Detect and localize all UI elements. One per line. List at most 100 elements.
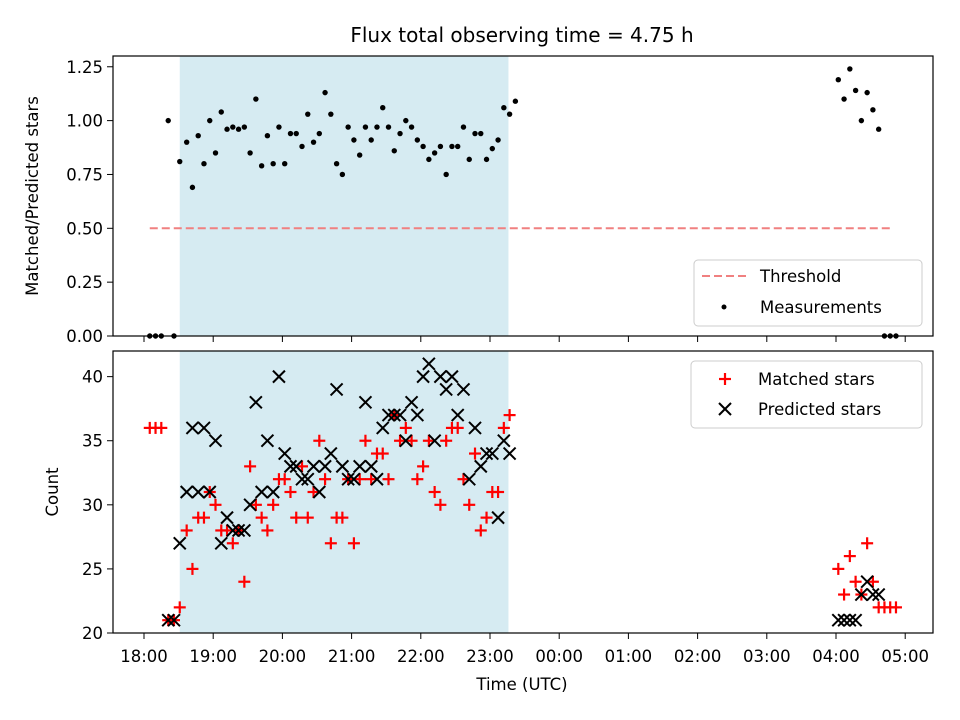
matched-star-point [399, 421, 412, 434]
matched-star-point [889, 601, 902, 614]
bottom-panel: 20 25 30 35 40 18:00 19:00 20:00 21:00 22:00 23:0… [43, 350, 934, 694]
bottom-x-tick-label: 02:00 [674, 647, 722, 666]
measurement-point [460, 124, 467, 130]
predicted-star-point [370, 472, 384, 486]
predicted-star-d2 [404, 395, 419, 409]
predicted-star-point [197, 421, 211, 435]
measurement-point [408, 124, 415, 130]
predicted-star-d2 [231, 523, 246, 538]
bottom-panel-shaded-span [179, 351, 509, 633]
predicted-star-point [260, 434, 275, 448]
measurement-point [165, 117, 171, 124]
bottom-x-tick-label: 03:00 [743, 647, 791, 666]
predicted-star-point [502, 446, 517, 461]
predicted-star-d2 [173, 536, 187, 550]
measurement-point [847, 66, 853, 72]
predicted-star-point [203, 485, 217, 499]
bottom-x-tick-label: 22:00 [397, 647, 445, 666]
measurement-point [333, 160, 340, 167]
matched-star-point [249, 498, 262, 511]
matched-star-point [359, 434, 372, 447]
matched-star-point [307, 486, 320, 498]
top-panel: 0.00 0.25 0.50 0.75 1.00 1.25 Matched/Predict… [23, 55, 934, 346]
matched-star-point [155, 421, 168, 434]
measurement-point [253, 96, 259, 102]
measurement-point [841, 96, 847, 102]
predicted-star-point [358, 395, 373, 409]
predicted-star-point [272, 369, 286, 384]
predicted-star-d2 [318, 459, 332, 474]
predicted-star-d2 [214, 536, 228, 550]
predicted-star-d2 [364, 459, 378, 474]
predicted-star-d2 [387, 408, 401, 422]
predicted-star-d2 [479, 446, 494, 461]
predicted-star-d2 [376, 421, 390, 435]
predicted-star-d2 [352, 459, 367, 474]
measurement-point [339, 171, 346, 178]
measurement-point [270, 160, 276, 167]
measurement-point [207, 117, 213, 124]
measurement-point [224, 126, 230, 132]
predicted-star-point [191, 485, 205, 499]
predicted-star-d2 [450, 408, 465, 422]
bottom-x-tick-label: 20:00 [259, 647, 307, 666]
matched-star-point [347, 537, 360, 550]
bottom-legend-frame [690, 360, 923, 429]
bottom-y-axis-label: Count [43, 467, 62, 517]
predicted-star-d2 [161, 613, 175, 627]
top-y-tick-label: 0.00 [66, 327, 103, 346]
bottom-legend: Matched stars Predicted stars [690, 360, 923, 429]
predicted-star-point [341, 472, 355, 486]
predicted-star-d2 [306, 459, 321, 474]
measurement-point [299, 143, 305, 150]
measurement-point [512, 98, 519, 104]
matched-star-point [843, 550, 856, 563]
matched-star-point [838, 588, 851, 601]
measurement-point [305, 111, 311, 117]
measurement-point [235, 126, 242, 132]
matched-star-point [319, 473, 332, 486]
predicted-star-d2 [422, 357, 436, 371]
top-panel-frame [112, 55, 934, 337]
bottom-y-axis-ticks: 20 25 30 35 40 [82, 368, 113, 643]
matched-star-point [405, 434, 418, 447]
predicted-star-d2 [866, 587, 880, 602]
measurement-point [212, 150, 219, 156]
measurement-point [356, 152, 363, 158]
measurement-point [328, 111, 334, 117]
matched-star-point [173, 601, 186, 614]
measurement-points [147, 66, 899, 339]
predicted-star-d2 [854, 587, 869, 602]
predicted-star-d2 [491, 510, 505, 525]
predicted-star-d2 [468, 421, 482, 435]
predicted-star-d2 [191, 485, 205, 499]
matched-star-point [474, 524, 487, 537]
predicted-star-point [243, 498, 257, 512]
predicted-star-d2 [277, 446, 292, 461]
measurement-point [345, 124, 351, 130]
predicted-star-d2 [260, 434, 275, 448]
predicted-star-point [254, 485, 269, 499]
legend-matched-label: Matched stars [758, 370, 875, 389]
predicted-star-point [485, 446, 500, 461]
measurement-point [322, 89, 328, 96]
measurement-point [241, 124, 248, 130]
predicted-star-d2 [358, 395, 373, 409]
predicted-star-point [433, 369, 448, 384]
matched-star-point [186, 562, 199, 575]
predicted-star-d2 [329, 382, 344, 397]
predicted-star-point [491, 510, 505, 525]
predicted-star-point [208, 434, 223, 448]
predicted-star-point [404, 395, 419, 409]
matched-star-point [849, 575, 862, 588]
predicted-star-d2 [283, 459, 298, 474]
measurement-point [403, 117, 409, 124]
predicted-star-d2 [445, 369, 459, 384]
predicted-star-d2 [399, 434, 413, 448]
predicted-star-point [410, 408, 425, 422]
measurement-point [431, 150, 438, 156]
predicted-star-point [860, 575, 874, 589]
bottom-x-axis-ticks: 18:00 19:00 20:00 21:00 22:00 23:00 00:00 01:00… [120, 633, 929, 666]
bottom-y-tick-label: 25 [82, 560, 103, 579]
measurement-point [177, 158, 183, 165]
